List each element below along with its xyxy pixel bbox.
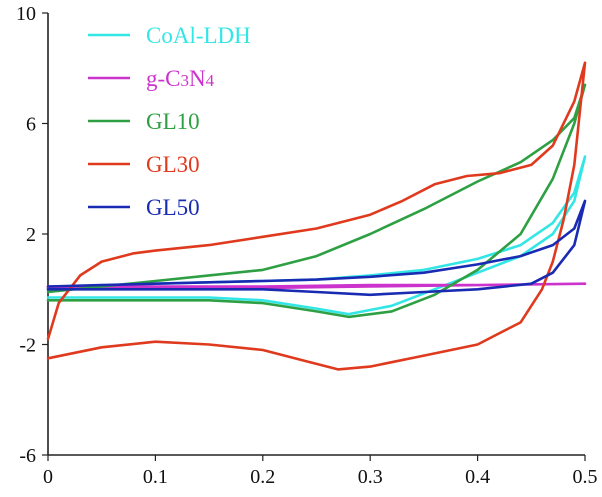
x-ticks: 0 0.1 0.2 0.3 0.4 0.5 (43, 455, 598, 488)
x-tick-label: 0.4 (465, 466, 490, 488)
y-tick-label: -2 (19, 335, 36, 357)
y-tick-label: 2 (26, 224, 36, 246)
x-tick-label: 0.2 (250, 466, 275, 488)
chart-axes (47, 13, 585, 456)
x-tick-label: 0.1 (143, 466, 168, 488)
legend-label: GL30 (146, 152, 200, 177)
series-line-gl10 (46, 83, 587, 319)
y-tick-label: -6 (19, 445, 36, 467)
series-line-gl50 (46, 199, 587, 297)
x-tick-label: 0.3 (358, 466, 383, 488)
series-line-gl30 (46, 61, 587, 371)
y-ticks: 10 6 2 -2 -6 (16, 3, 48, 467)
legend-label: g-C3N4 (146, 66, 215, 91)
y-tick-label: 10 (16, 3, 36, 25)
legend-label: CoAl-LDH (146, 23, 251, 48)
legend-label: GL10 (146, 109, 200, 134)
x-tick-label: 0 (43, 466, 53, 488)
series-line-g-c3n4 (46, 282, 587, 290)
x-tick-label: 0.5 (573, 466, 598, 488)
y-tick-label: 6 (26, 114, 36, 136)
legend-label: GL50 (146, 195, 200, 220)
legend: CoAl-LDH g-C3N4 GL10 GL30 GL50 (88, 23, 251, 220)
series-group (46, 61, 587, 371)
